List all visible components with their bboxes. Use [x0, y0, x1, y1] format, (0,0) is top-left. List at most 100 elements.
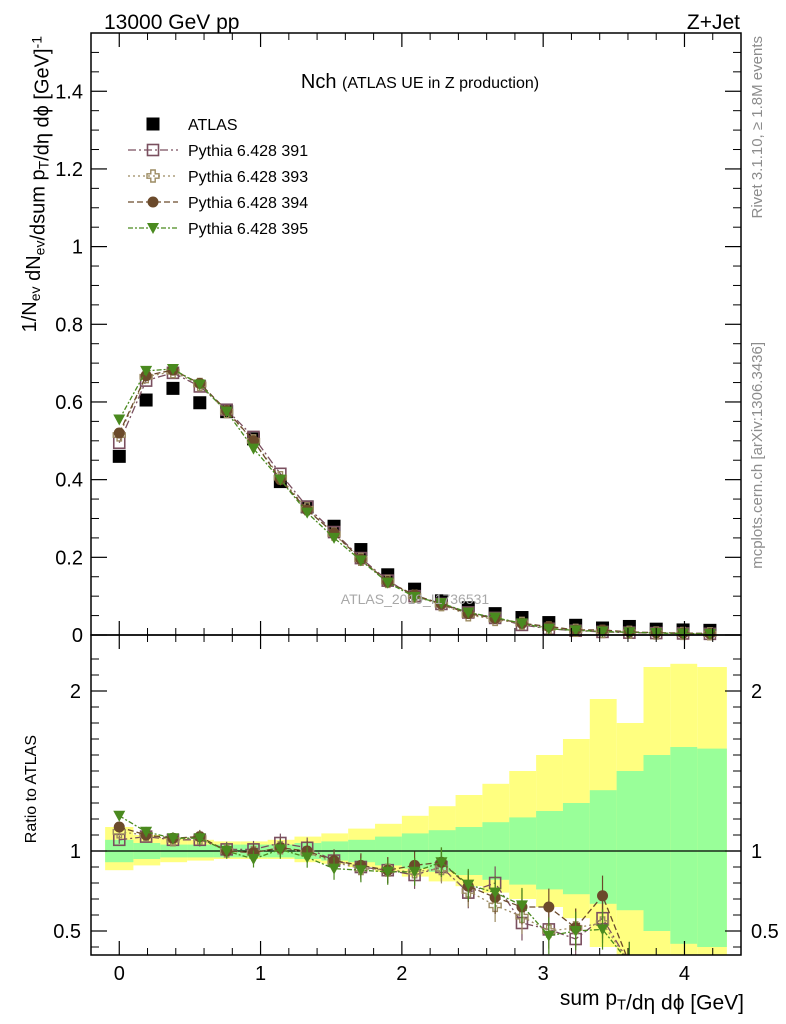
- data-point: [435, 598, 448, 610]
- legend-marker: [147, 196, 159, 208]
- ratio-point: [274, 844, 287, 856]
- ratio-point: [354, 865, 367, 877]
- plot-title: Nch (ATLAS UE in Z production): [301, 71, 539, 93]
- data-point: [166, 363, 179, 375]
- data-point: [301, 507, 314, 519]
- band-stat-bin: [589, 790, 617, 904]
- x-tick-label: 2: [396, 963, 407, 985]
- legend-entry: ATLAS: [146, 117, 238, 134]
- data-point: [113, 414, 126, 426]
- y-tick-label: 0.4: [55, 470, 83, 492]
- ratio-y-tick-label: 0.5: [53, 921, 81, 943]
- ratio-y-tick-label-right: 0.5: [751, 921, 779, 943]
- ratio-point: [623, 957, 635, 969]
- ratio-point: [408, 866, 421, 878]
- ratio-y-tick-label-right: 2: [751, 681, 762, 703]
- x-tick-label: 0: [114, 963, 125, 985]
- x-tick-label: 4: [679, 963, 690, 985]
- band-stat-bin: [562, 803, 590, 895]
- ratio-series-group: [112, 810, 635, 969]
- axes-frames: [90, 32, 742, 956]
- legend-entry: Pythia 6.428 391: [128, 143, 308, 160]
- axis-ticks: 0 1 2 3 4 0 0.2 0.4 0.6 0.8 1 1.2 1.4 0.5 0.5 1 1 2 2: [53, 33, 779, 985]
- data-point: [193, 396, 207, 410]
- data-point: [193, 379, 206, 391]
- ratio-y-tick-label: 1: [70, 841, 81, 863]
- y-tick-label: 0.6: [55, 392, 83, 414]
- band-stat-bin: [697, 748, 727, 947]
- data-point: [220, 406, 233, 418]
- plot-title-sub: (ATLAS UE in Z production): [342, 75, 539, 92]
- y-tick-label: 0.8: [55, 314, 83, 336]
- watermark-label: ATLAS_2019_I1736531: [341, 591, 490, 607]
- data-point: [677, 628, 690, 640]
- ratio-point: [623, 958, 635, 969]
- ratio-point: [220, 846, 233, 857]
- data-point: [354, 555, 367, 567]
- data-point: [274, 474, 287, 486]
- ratio-point: [542, 930, 555, 942]
- data-point: [140, 365, 153, 377]
- data-point: [515, 618, 528, 630]
- header-right-label: Z+Jet: [687, 11, 740, 34]
- ratio-point: [462, 879, 475, 891]
- ratio-point: [113, 810, 126, 822]
- y-axis-label: 1/Nev dNev/dsum pT/dη dϕ [GeV]-1: [19, 36, 54, 333]
- ratio-uncertainty-bands: [91, 663, 741, 955]
- data-point: [247, 443, 260, 455]
- data-point: [113, 427, 125, 439]
- x-axis-label: sum pT/dη dϕ [GeV]: [560, 987, 744, 1014]
- header-left-label: 13000 GeV pp: [104, 11, 239, 34]
- ratio-point: [543, 901, 555, 913]
- data-point: [623, 627, 636, 639]
- ratio-point: [435, 857, 448, 869]
- ratio-point: [515, 909, 529, 924]
- y-tick-label: 1: [72, 237, 83, 259]
- ratio-point: [193, 833, 206, 845]
- data-point: [408, 591, 421, 603]
- ratio-y-tick-label-right: 1: [751, 841, 762, 863]
- ratio-point: [166, 833, 179, 845]
- legend-label: Pythia 6.428 393: [188, 169, 308, 186]
- y-tick-label: 0: [72, 625, 83, 647]
- ratio-point: [596, 924, 609, 936]
- plot-title-main: Nch: [301, 71, 342, 93]
- data-point: [542, 623, 555, 635]
- legend-label: Pythia 6.428 395: [188, 221, 308, 238]
- x-tick-label: 1: [255, 963, 266, 985]
- ratio-point: [569, 926, 582, 937]
- ratio-point: [140, 826, 153, 838]
- data-point: [328, 532, 341, 544]
- ratio-point: [624, 958, 635, 969]
- legend-marker: [146, 117, 160, 131]
- mcplots-label: mcplots.cern.ch [arXiv:1306.3436]: [749, 342, 766, 569]
- data-point: [489, 612, 502, 624]
- ratio-point: [489, 887, 502, 899]
- legend-marker: [146, 169, 160, 183]
- y-tick-label: 1.4: [55, 81, 83, 103]
- lower-frame: [90, 634, 742, 956]
- ratio-point: [381, 866, 394, 878]
- legend-marker: [147, 223, 159, 234]
- ratio-point: [515, 900, 528, 912]
- ratio-point: [328, 863, 341, 875]
- legend-label: Pythia 6.428 394: [188, 195, 308, 212]
- data-point: [381, 577, 394, 589]
- band-stat-bin: [616, 771, 644, 911]
- ratio-y-tick-label: 2: [70, 681, 81, 703]
- rivet-label: Rivet 3.1.10, ≥ 1.8M events: [749, 36, 766, 219]
- band-stat-bin: [670, 747, 698, 944]
- ratio-point: [597, 890, 609, 902]
- x-tick-label: 3: [538, 963, 549, 985]
- ratio-line: [118, 815, 624, 955]
- band-stat-bin: [536, 811, 563, 890]
- ratio-point: [488, 898, 502, 913]
- legend-label: Pythia 6.428 391: [188, 143, 308, 160]
- data-point: [112, 449, 126, 463]
- legend: ATLAS Pythia 6.428 391 Pythia 6.428 393 Pyt…: [128, 117, 308, 238]
- ratio-point: [624, 958, 635, 969]
- data-point: [462, 607, 475, 619]
- y-tick-label: 1.2: [55, 159, 83, 181]
- legend-entry: Pythia 6.428 394: [128, 195, 308, 212]
